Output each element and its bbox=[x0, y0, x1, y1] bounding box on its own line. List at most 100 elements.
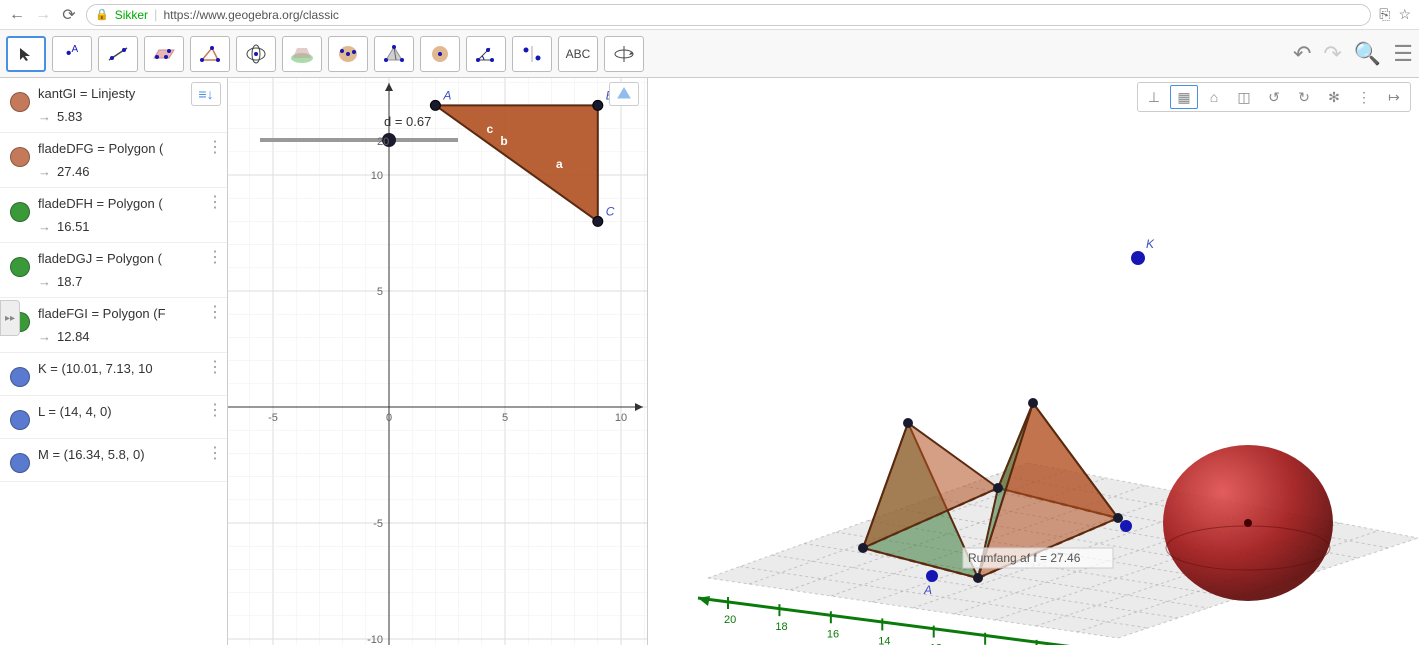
tool-line[interactable] bbox=[98, 36, 138, 72]
hamburger-icon[interactable]: ☰ bbox=[1393, 41, 1413, 67]
tool-plane[interactable] bbox=[144, 36, 184, 72]
algebra-item-1[interactable]: fladeDFG = Polygon ( →27.46 ⋮ bbox=[0, 133, 227, 188]
algebra-view: kantGI = Linjesty→5.83⋮fladeDFG = Polygo… bbox=[0, 78, 228, 645]
reload-button[interactable]: ⟳ bbox=[60, 6, 78, 24]
algebra-def: L = (14, 4, 0) bbox=[38, 404, 219, 419]
algebra-def: fladeDGJ = Polygon ( bbox=[38, 251, 219, 266]
graphics-stylebar-icon[interactable] bbox=[609, 82, 639, 106]
tool-reflect[interactable] bbox=[512, 36, 552, 72]
svg-text:18: 18 bbox=[775, 621, 787, 633]
tool-net[interactable] bbox=[420, 36, 460, 72]
visibility-dot[interactable] bbox=[10, 147, 30, 167]
algebra-item-4[interactable]: fladeFGI = Polygon (F →12.84 ⋮ bbox=[0, 298, 227, 353]
tool-circle[interactable] bbox=[236, 36, 276, 72]
visibility-dot[interactable] bbox=[10, 202, 30, 222]
svg-text:Rumfang af f = 27.46: Rumfang af f = 27.46 bbox=[968, 551, 1081, 565]
svg-text:5: 5 bbox=[377, 286, 383, 298]
algebra-item-3[interactable]: fladeDGJ = Polygon ( →18.7 ⋮ bbox=[0, 243, 227, 298]
secure-label: Sikker bbox=[115, 8, 148, 22]
algebra-def: fladeDFG = Polygon ( bbox=[38, 141, 219, 156]
graphics-3d-canvas[interactable]: 20181614121086AKRumfang af f = 27.46 bbox=[648, 78, 1419, 645]
redo-3d-icon[interactable]: ↻ bbox=[1290, 85, 1318, 109]
algebra-val: →16.51 bbox=[38, 219, 219, 234]
algebra-item-2[interactable]: fladeDFH = Polygon ( →16.51 ⋮ bbox=[0, 188, 227, 243]
svg-text:A: A bbox=[442, 88, 451, 102]
menu-dots-icon[interactable]: ⋮ bbox=[1350, 85, 1378, 109]
algebra-val: →12.84 bbox=[38, 329, 219, 344]
translate-icon[interactable]: ⎘ bbox=[1379, 6, 1390, 23]
svg-text:14: 14 bbox=[878, 635, 890, 645]
grid-toggle-icon[interactable]: ▦ bbox=[1170, 85, 1198, 109]
more-icon[interactable]: ↦ bbox=[1380, 85, 1408, 109]
algebra-val: →27.46 bbox=[38, 164, 219, 179]
tool-polygon[interactable] bbox=[190, 36, 230, 72]
algebra-val: →5.83 bbox=[38, 109, 219, 124]
undo-icon[interactable]: ↶ bbox=[1293, 41, 1311, 67]
forward-button[interactable]: → bbox=[34, 6, 52, 24]
algebra-val: →18.7 bbox=[38, 274, 219, 289]
svg-text:-10: -10 bbox=[367, 634, 383, 645]
tool-point[interactable]: •A bbox=[52, 36, 92, 72]
algebra-def: fladeFGI = Polygon (F bbox=[38, 306, 219, 321]
visibility-dot[interactable] bbox=[10, 453, 30, 473]
svg-text:5: 5 bbox=[502, 412, 508, 424]
graphics-3d-view[interactable]: ⊥ ▦ ⌂ ◫ ↺ ↻ ✻ ⋮ ↦ 20181614121086AKRumfan… bbox=[648, 78, 1419, 645]
svg-text:K: K bbox=[1146, 237, 1155, 251]
svg-text:20: 20 bbox=[724, 614, 736, 626]
algebra-def: M = (16.34, 5.8, 0) bbox=[38, 447, 219, 462]
browser-chrome: ← → ⟳ 🔒 Sikker | https://www.geogebra.or… bbox=[0, 0, 1419, 30]
svg-text:b: b bbox=[500, 134, 507, 148]
visibility-dot[interactable] bbox=[10, 92, 30, 112]
main-content: kantGI = Linjesty→5.83⋮fladeDFG = Polygo… bbox=[0, 78, 1419, 645]
item-menu-icon[interactable]: ⋮ bbox=[207, 247, 223, 267]
home-icon[interactable]: ⌂ bbox=[1200, 85, 1228, 109]
lock-icon: 🔒 bbox=[95, 8, 109, 21]
collapse-panel-button[interactable]: ▸▸ bbox=[0, 300, 20, 336]
svg-text:20: 20 bbox=[377, 136, 389, 148]
algebra-sort-icon[interactable]: ≡↓ bbox=[191, 82, 221, 106]
tool-text[interactable]: ABC bbox=[558, 36, 598, 72]
graphics-2d-canvas[interactable]: -10-5051015-15-10-551015d = 0.6720ABCcba… bbox=[228, 78, 647, 645]
tool-sphere[interactable] bbox=[328, 36, 368, 72]
tool-intersect[interactable] bbox=[282, 36, 322, 72]
visibility-dot[interactable] bbox=[10, 410, 30, 430]
svg-text:0: 0 bbox=[386, 412, 392, 424]
algebra-item-6[interactable]: L = (14, 4, 0)⋮ bbox=[0, 396, 227, 439]
graphics-3d-stylebar: ⊥ ▦ ⌂ ◫ ↺ ↻ ✻ ⋮ ↦ bbox=[1137, 82, 1411, 112]
item-menu-icon[interactable]: ⋮ bbox=[207, 357, 223, 377]
item-menu-icon[interactable]: ⋮ bbox=[207, 400, 223, 420]
tool-angle[interactable] bbox=[466, 36, 506, 72]
graphics-2d-view[interactable]: -10-5051015-15-10-551015d = 0.6720ABCcba… bbox=[228, 78, 648, 645]
item-menu-icon[interactable]: ⋮ bbox=[207, 137, 223, 157]
svg-text:10: 10 bbox=[371, 170, 383, 182]
svg-text:C: C bbox=[606, 204, 615, 218]
tool-pyramid[interactable] bbox=[374, 36, 414, 72]
star-icon[interactable]: ☆ bbox=[1398, 6, 1411, 23]
algebra-def: K = (10.01, 7.13, 10 bbox=[38, 361, 219, 376]
svg-text:A: A bbox=[923, 583, 932, 597]
svg-text:-5: -5 bbox=[373, 518, 383, 530]
item-menu-icon[interactable]: ⋮ bbox=[207, 192, 223, 212]
item-menu-icon[interactable]: ⋮ bbox=[207, 443, 223, 463]
svg-text:-5: -5 bbox=[268, 412, 278, 424]
cube-icon[interactable]: ◫ bbox=[1230, 85, 1258, 109]
tool-rotate-view[interactable] bbox=[604, 36, 644, 72]
search-icon[interactable]: 🔍 bbox=[1354, 41, 1381, 67]
visibility-dot[interactable] bbox=[10, 367, 30, 387]
tool-move[interactable] bbox=[6, 36, 46, 72]
replay-icon[interactable]: ↺ bbox=[1260, 85, 1288, 109]
svg-text:d = 0.67: d = 0.67 bbox=[384, 114, 431, 129]
algebra-def: fladeDFH = Polygon ( bbox=[38, 196, 219, 211]
redo-icon[interactable]: ↷ bbox=[1323, 41, 1341, 67]
algebra-item-5[interactable]: K = (10.01, 7.13, 10⋮ bbox=[0, 353, 227, 396]
algebra-item-7[interactable]: M = (16.34, 5.8, 0)⋮ bbox=[0, 439, 227, 482]
axes-toggle-icon[interactable]: ⊥ bbox=[1140, 85, 1168, 109]
visibility-dot[interactable] bbox=[10, 257, 30, 277]
svg-text:10: 10 bbox=[615, 412, 627, 424]
svg-text:c: c bbox=[486, 122, 493, 136]
gear-icon[interactable]: ✻ bbox=[1320, 85, 1348, 109]
item-menu-icon[interactable]: ⋮ bbox=[207, 302, 223, 322]
back-button[interactable]: ← bbox=[8, 6, 26, 24]
svg-text:a: a bbox=[556, 157, 563, 171]
address-bar[interactable]: 🔒 Sikker | https://www.geogebra.org/clas… bbox=[86, 4, 1371, 26]
